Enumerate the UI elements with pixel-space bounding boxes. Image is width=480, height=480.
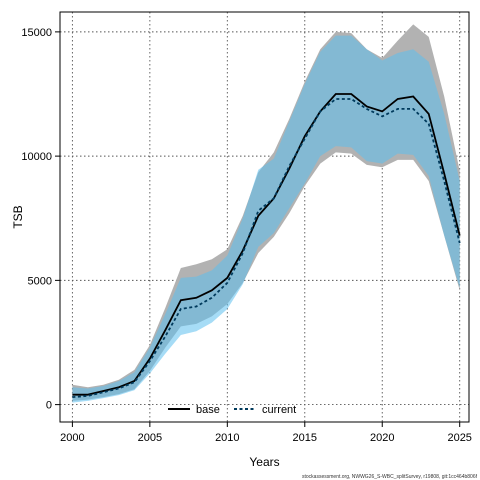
confidence-bands (72, 24, 460, 403)
series-line-base (72, 93, 461, 396)
y-axis: 0 5000 10000 15000 (21, 27, 60, 412)
footer-note: stockassessment.org, NWWG26_S-WBC_splitS… (302, 474, 478, 480)
x-tick-label-5: 2025 (447, 432, 471, 444)
band-current (72, 35, 460, 403)
x-tick-label-2: 2010 (215, 432, 239, 444)
y-axis-title: TSB (11, 205, 25, 228)
series-line-current (72, 98, 461, 399)
legend-label-base: base (196, 404, 220, 416)
x-tick-label-3: 2015 (293, 432, 317, 444)
plot-frame (59, 11, 470, 423)
series-lines (72, 93, 461, 399)
y-tick-label-2: 10000 (21, 151, 52, 163)
x-tick-label-0: 2000 (60, 432, 84, 444)
y-tick-label-0: 0 (46, 400, 52, 412)
y-tick-label-1: 5000 (28, 275, 52, 287)
legend-label-current: current (262, 404, 296, 416)
legend: base current (168, 404, 296, 416)
x-axis-title: Years (249, 455, 279, 469)
x-tick-label-4: 2020 (370, 432, 394, 444)
x-axis: 2000 2005 2010 2015 2020 2025 (60, 422, 472, 444)
x-tick-label-1: 2005 (138, 432, 162, 444)
y-tick-label-3: 15000 (21, 27, 52, 39)
